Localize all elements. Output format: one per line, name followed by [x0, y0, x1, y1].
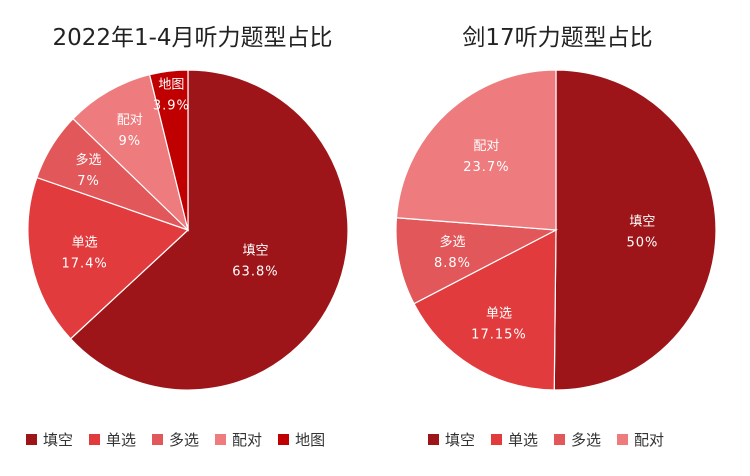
legend-2-label-1: 单选 — [508, 431, 539, 449]
legend-1-swatch-3 — [215, 434, 227, 445]
pie-1-slice-2-value: 7% — [77, 174, 100, 189]
pie-2-slice-0-value: 50% — [626, 235, 658, 250]
chart-title-2: 剑17听力题型占比 — [462, 25, 653, 51]
legend-2-label-3: 配对 — [634, 431, 665, 449]
chart-title-1: 2022年1-4月听力题型占比 — [52, 25, 333, 51]
pie-1-slice-4-value: 3.9% — [153, 98, 190, 113]
legend-1-swatch-4 — [278, 434, 290, 445]
legend-1-swatch-2 — [152, 434, 164, 445]
pie-1-slice-0-label: 填空 — [242, 243, 268, 258]
legend-1-label-1: 单选 — [106, 431, 137, 449]
legend-1-label-2: 多选 — [169, 431, 200, 449]
legend-2: 填空 单选 多选 配对 — [428, 429, 664, 450]
pie-1-slice-3-value: 9% — [118, 134, 141, 149]
legend-2-item-0: 填空 — [428, 429, 475, 450]
pie-2-slice-0-label: 填空 — [629, 214, 655, 229]
legend-1-item-0: 填空 — [26, 429, 73, 450]
legend-2-swatch-1 — [491, 434, 503, 445]
pie-2-slice-1 — [413, 229, 557, 391]
pie-2-slice-3-value: 23.7% — [463, 160, 509, 175]
legend-1-label-0: 填空 — [43, 431, 74, 449]
pie-1-slice-4 — [148, 69, 189, 231]
legend-1-swatch-1 — [89, 434, 101, 445]
pie-1-slice-0-value: 63.8% — [232, 264, 278, 279]
pie-1-slice-1 — [27, 176, 190, 340]
legend-1: 填空 单选 多选 配对 地图 — [26, 429, 325, 450]
pie-2-slice-1-value: 17.15% — [471, 328, 527, 343]
pie-1-slice-2-label: 多选 — [76, 152, 102, 168]
legend-1-label-3: 配对 — [232, 431, 263, 449]
pie-1-slice-1-label: 单选 — [72, 236, 98, 251]
legend-1-item-4: 地图 — [278, 429, 325, 450]
legend-2-item-2: 多选 — [554, 429, 601, 450]
pie-1-slice-3 — [72, 73, 190, 232]
pie-1-slice-1-value: 17.4% — [61, 257, 107, 272]
pie-2-slice-2-value: 8.8% — [434, 256, 471, 271]
legend-2-swatch-0 — [428, 434, 439, 445]
legend-2-label-0: 填空 — [445, 431, 476, 449]
legend-1-label-4: 地图 — [295, 431, 326, 449]
legend-1-item-1: 单选 — [89, 429, 136, 450]
pie-2-slice-3-label: 配对 — [473, 139, 499, 154]
pie-2-slice-2-label: 多选 — [440, 234, 466, 250]
legend-1-item-3: 配对 — [215, 429, 262, 450]
legend-1-item-2: 多选 — [152, 429, 199, 450]
legend-2-item-1: 单选 — [491, 429, 538, 450]
legend-2-label-2: 多选 — [571, 431, 602, 449]
legend-2-swatch-3 — [617, 434, 629, 445]
legend-2-item-3: 配对 — [617, 429, 664, 450]
pie-2-slice-0 — [553, 69, 717, 391]
legend-1-swatch-0 — [26, 434, 37, 445]
legend-2-swatch-2 — [554, 434, 566, 445]
pie-2-slice-3 — [395, 69, 557, 231]
pie-1-slice-4-label: 地图 — [158, 77, 184, 92]
pie-1-slice-0 — [69, 69, 349, 391]
pie-1-slice-3-label: 配对 — [117, 113, 143, 128]
pie-2-slice-1-label: 单选 — [486, 307, 512, 322]
pie-2-slice-2 — [395, 217, 559, 305]
